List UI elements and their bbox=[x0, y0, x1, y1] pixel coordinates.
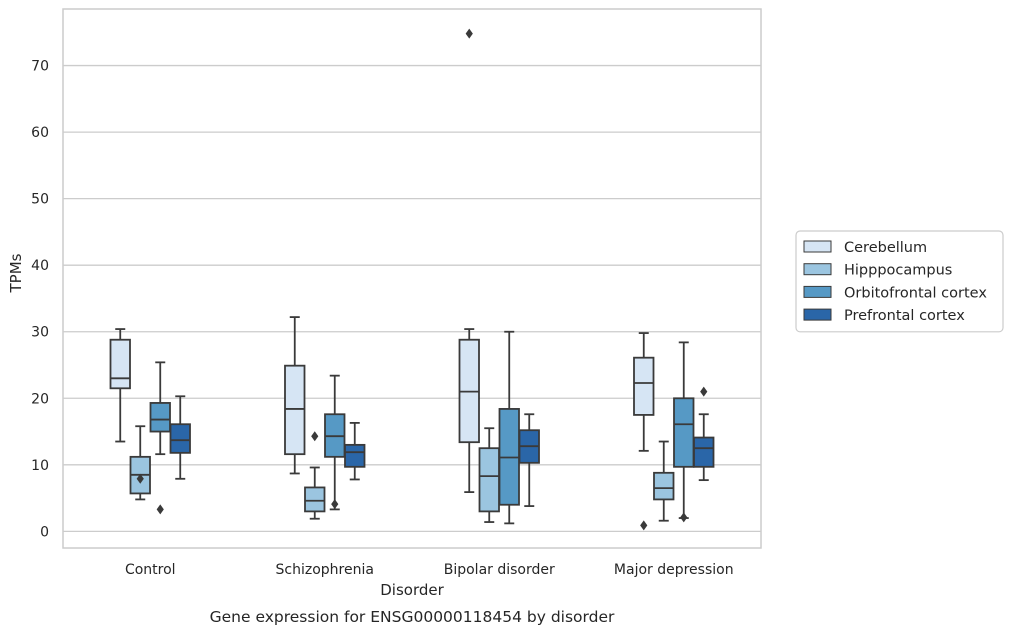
box-hipppocampus-control bbox=[129, 425, 151, 501]
box-prefrontal-cortex-control bbox=[169, 395, 191, 480]
iqr-box bbox=[478, 447, 500, 513]
y-tick-label: 0 bbox=[40, 524, 49, 540]
outlier-point bbox=[700, 386, 708, 397]
iqr-box bbox=[284, 364, 306, 456]
iqr-box bbox=[693, 436, 715, 468]
outlier-point bbox=[331, 499, 339, 510]
legend-label: Cerebellum bbox=[844, 240, 927, 256]
box-orbitofrontal-cortex-schizophrenia bbox=[324, 374, 346, 511]
grid-lines bbox=[63, 64, 761, 533]
outlier-point bbox=[680, 512, 688, 523]
y-axis-title: TPMs bbox=[7, 253, 25, 293]
box-cerebellum-bipolar-disorder bbox=[458, 28, 480, 494]
legend-label: Hipppocampus bbox=[844, 263, 952, 279]
iqr-box bbox=[169, 423, 191, 454]
y-tick-label: 30 bbox=[31, 325, 49, 341]
legend-entry: Cerebellum bbox=[803, 240, 927, 256]
x-tick-label: Bipolar disorder bbox=[444, 562, 555, 578]
legend-label: Orbitofrontal cortex bbox=[844, 285, 987, 301]
outlier-point bbox=[465, 28, 473, 39]
legend-swatch bbox=[803, 263, 832, 276]
iqr-box bbox=[109, 338, 131, 390]
outlier-point bbox=[311, 431, 319, 442]
box-prefrontal-cortex-bipolar-disorder bbox=[518, 413, 540, 507]
outlier-point bbox=[640, 520, 648, 531]
box-orbitofrontal-cortex-control bbox=[149, 361, 171, 515]
legend-entry: Hipppocampus bbox=[803, 263, 952, 279]
legend-label: Prefrontal cortex bbox=[844, 308, 965, 324]
iqr-box bbox=[344, 443, 366, 468]
legend-swatch bbox=[803, 285, 832, 298]
box-hipppocampus-schizophrenia bbox=[304, 431, 326, 520]
legend-box bbox=[795, 230, 1004, 333]
box-hipppocampus-major-depression bbox=[653, 440, 675, 522]
iqr-box bbox=[304, 486, 326, 513]
y-tick-label: 10 bbox=[31, 458, 49, 474]
outlier-point bbox=[156, 504, 164, 515]
box-orbitofrontal-cortex-bipolar-disorder bbox=[498, 330, 520, 525]
y-axis-ticks: 0 10 20 30 40 50 60 70 bbox=[31, 59, 49, 541]
y-tick-label: 60 bbox=[31, 125, 49, 141]
x-tick-label: Major depression bbox=[614, 562, 734, 578]
x-tick-label: Schizophrenia bbox=[276, 562, 374, 578]
iqr-box bbox=[653, 471, 675, 501]
y-tick-label: 40 bbox=[31, 258, 49, 274]
legend: Cerebellum Hipppocampus Orbitofrontal cort… bbox=[795, 230, 1004, 333]
iqr-box bbox=[149, 402, 171, 433]
x-axis-title: Disorder bbox=[380, 581, 444, 599]
legend-entry: Orbitofrontal cortex bbox=[803, 285, 987, 301]
y-tick-label: 70 bbox=[31, 59, 49, 75]
legend-swatch bbox=[803, 308, 832, 321]
plot-area-frame bbox=[62, 8, 762, 549]
box-hipppocampus-bipolar-disorder bbox=[478, 427, 500, 523]
box-cerebellum-schizophrenia bbox=[284, 316, 306, 475]
box-cerebellum-control bbox=[109, 328, 131, 443]
outlier-point bbox=[136, 473, 144, 484]
box-prefrontal-cortex-major-depression bbox=[693, 386, 715, 482]
iqr-box bbox=[633, 356, 655, 416]
legend-swatch bbox=[803, 240, 832, 253]
box-orbitofrontal-cortex-major-depression bbox=[673, 341, 695, 523]
x-tick-label: Control bbox=[125, 562, 176, 578]
chart-title: Gene expression for ENSG00000118454 by d… bbox=[210, 608, 615, 626]
x-axis-ticks: Control Schizophrenia Bipolar disorder Majo… bbox=[125, 562, 734, 578]
legend-entry: Prefrontal cortex bbox=[803, 308, 965, 324]
iqr-box bbox=[673, 397, 695, 468]
y-tick-label: 50 bbox=[31, 192, 49, 208]
box-plot-marks bbox=[109, 28, 715, 531]
box-prefrontal-cortex-schizophrenia bbox=[344, 421, 366, 481]
y-tick-label: 20 bbox=[31, 391, 49, 407]
box-cerebellum-major-depression bbox=[633, 332, 655, 531]
